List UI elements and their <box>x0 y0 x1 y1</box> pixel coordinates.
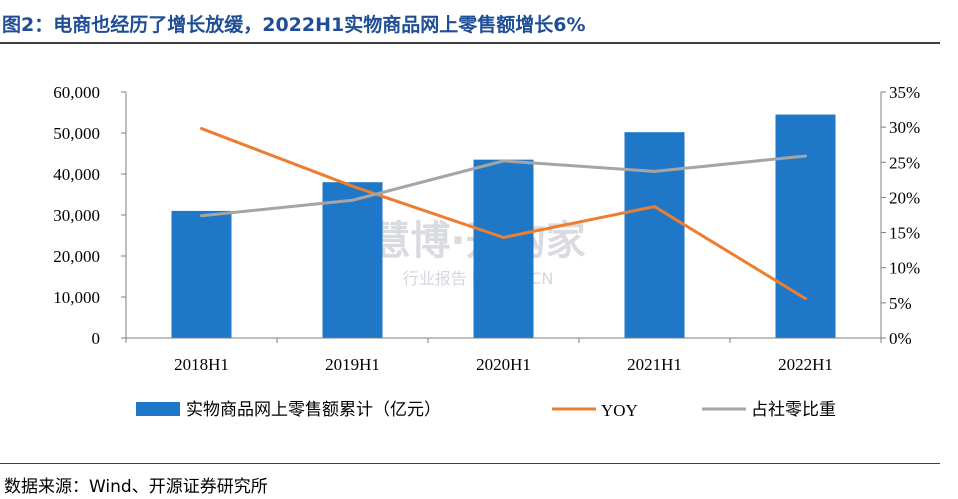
right-tick-label: 25% <box>889 153 920 172</box>
share-point-2018H1 <box>200 214 203 218</box>
x-tick-label: 2022H1 <box>778 355 833 374</box>
bar-2020H1 <box>473 159 534 338</box>
right-tick-label: 0% <box>889 329 912 348</box>
share-point-2020H1 <box>502 159 505 163</box>
source-note: 数据来源：Wind、开源证券研究所 <box>4 477 268 497</box>
yoy-point-2021H1 <box>653 205 656 209</box>
bar-2018H1 <box>171 210 232 338</box>
legend-swatch-bar <box>136 402 180 416</box>
right-tick-label: 30% <box>889 118 920 137</box>
yoy-point-2018H1 <box>200 127 203 131</box>
right-tick-label: 20% <box>889 188 920 207</box>
left-tick-label: 50,000 <box>53 124 100 143</box>
right-tick-label: 5% <box>889 294 912 313</box>
share-point-2019H1 <box>351 198 354 202</box>
x-tick-label: 2019H1 <box>325 355 380 374</box>
x-tick-label: 2018H1 <box>174 355 229 374</box>
chart-title: 图2：电商也经历了增长放缓，2022H1实物商品网上零售额增长6% <box>2 14 586 36</box>
legend-label-bar: 实物商品网上零售额累计（亿元） <box>186 400 441 420</box>
source-rule <box>0 463 940 464</box>
yoy-point-2020H1 <box>502 235 505 239</box>
x-tick-label: 2020H1 <box>476 355 531 374</box>
left-tick-label: 60,000 <box>53 83 100 102</box>
left-tick-label: 20,000 <box>53 247 100 266</box>
bar-2021H1 <box>624 132 685 338</box>
right-tick-label: 35% <box>889 83 920 102</box>
title-rule <box>0 42 940 44</box>
left-tick-label: 30,000 <box>53 206 100 225</box>
right-tick-label: 10% <box>889 259 920 278</box>
legend: 实物商品网上零售额累计（亿元） YOY 占社零比重 <box>136 400 836 420</box>
bar-2022H1 <box>775 114 836 338</box>
legend-label-share: 占社零比重 <box>751 400 836 420</box>
x-tick-label: 2021H1 <box>627 355 682 374</box>
legend-label-yoy: YOY <box>601 401 638 420</box>
line-series <box>200 127 807 301</box>
right-tick-label: 15% <box>889 224 920 243</box>
yoy-point-2022H1 <box>804 297 807 301</box>
share-point-2022H1 <box>804 154 807 158</box>
axes <box>121 91 886 343</box>
bar-2019H1 <box>322 182 383 338</box>
share-point-2021H1 <box>653 169 656 173</box>
left-tick-label: 10,000 <box>53 288 100 307</box>
tick-labels: 0 10,000 20,000 30,000 40,000 50,000 60,000 0% 5… <box>53 83 920 374</box>
yoy-point-2019H1 <box>351 184 354 188</box>
left-tick-label: 0 <box>92 329 101 348</box>
left-tick-label: 40,000 <box>53 165 100 184</box>
bar-series <box>171 114 836 338</box>
